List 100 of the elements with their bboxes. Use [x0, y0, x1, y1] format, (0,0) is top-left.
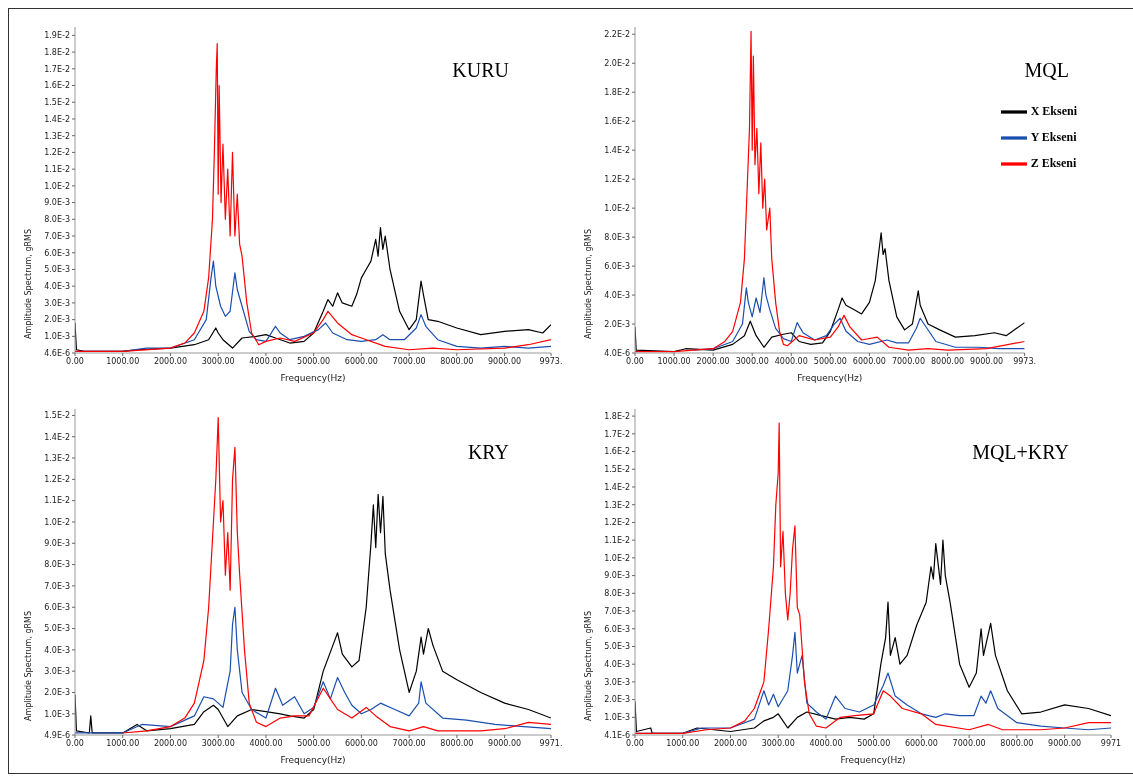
x-tick-label: 1000.00 — [657, 356, 691, 366]
y-tick-label: 9.0E-3 — [44, 539, 70, 549]
x-tick-label: 4000.00 — [249, 356, 283, 366]
y-tick-label: 8.0E-3 — [44, 215, 70, 225]
legend-label: Z Ekseni — [1030, 155, 1077, 170]
y-tick-label: 2.2E-2 — [604, 30, 630, 40]
y-tick-label: 1.1E-2 — [604, 535, 630, 545]
y-tick-label: 1.4E-2 — [44, 114, 70, 124]
y-tick-label: 1.1E-2 — [44, 164, 70, 174]
x-tick-label: 3000.00 — [201, 356, 235, 366]
x-tick-label: 5000.00 — [857, 738, 891, 748]
legend-label: X Ekseni — [1030, 103, 1077, 118]
y-tick-label: 6.0E-3 — [44, 603, 70, 613]
y-tick-label: 9.0E-3 — [44, 198, 70, 208]
y-tick-label: 8.0E-3 — [604, 232, 630, 242]
x-tick-label: 7000.00 — [392, 356, 426, 366]
x-tick-label: 2000.00 — [153, 356, 187, 366]
y-tick-label: 7.0E-3 — [604, 606, 630, 616]
x-tick-label: 5000.00 — [297, 738, 331, 748]
y-tick-label: 1.3E-2 — [44, 131, 70, 141]
y-tick-label: 5.0E-3 — [44, 265, 70, 275]
y-tick-label: 3.0E-3 — [44, 667, 70, 676]
x-tick-label: 6000.00 — [852, 356, 886, 366]
y-tick-label: 1.4E-2 — [44, 432, 70, 442]
x-tick-label: 2000.00 — [713, 738, 748, 748]
y-tick-label: 9.0E-3 — [604, 571, 630, 581]
y-tick-label: 8.0E-3 — [604, 589, 630, 599]
y-tick-label: 6.0E-3 — [604, 624, 630, 634]
x-tick-label: 0.00 — [66, 738, 84, 748]
y-tick-label: 3.0E-3 — [44, 298, 70, 308]
y-tick-label: 4.0E-6 — [604, 348, 630, 358]
x-tick-label: 0.00 — [66, 356, 84, 366]
text: KURU — [452, 59, 509, 82]
legend-label: Y Ekseni — [1030, 129, 1077, 144]
y-tick-label: 7.0E-3 — [44, 231, 70, 241]
y-tick-label: 4.6E-6 — [44, 348, 70, 358]
x-axis-title: Frequency(Hz) — [280, 755, 346, 765]
x-tick-label: 8000.00 — [440, 356, 474, 366]
y-tick-label: 8.0E-3 — [44, 560, 70, 570]
y-tick-label: 1.8E-2 — [604, 88, 630, 98]
y-tick-label: 1.0E-3 — [44, 332, 70, 342]
x-tick-label: 9971. — [539, 738, 563, 748]
x-tick-label: 6000.00 — [344, 356, 378, 366]
y-tick-label: 7.0E-3 — [44, 581, 70, 591]
y-axis-title: Amplitude Spectrum, gRMS — [24, 610, 33, 721]
y-tick-label: 1.6E-2 — [44, 81, 70, 91]
y-tick-label: 1.0E-2 — [604, 203, 630, 213]
y-tick-label: 1.0E-3 — [604, 713, 630, 723]
y-tick-label: 1.8E-2 — [44, 47, 70, 57]
x-tick-label: 3000.00 — [735, 356, 769, 366]
line-series — [122, 416, 551, 734]
x-tick-label: 7000.00 — [952, 738, 986, 748]
y-tick-label: 1.9E-2 — [44, 31, 70, 41]
x-tick-label: 5000.00 — [297, 356, 331, 366]
x-tick-label: 6000.00 — [904, 738, 938, 748]
x-tick-label: 8000.00 — [440, 738, 474, 748]
y-tick-label: 1.2E-2 — [604, 518, 630, 528]
line-series — [635, 30, 1025, 353]
y-tick-label: 4.0E-3 — [44, 645, 70, 655]
y-tick-label: 6.0E-3 — [604, 261, 630, 271]
y-tick-label: 5.0E-3 — [44, 624, 70, 634]
y-tick-label: 1.3E-2 — [44, 453, 70, 463]
y-tick-label: 1.2E-2 — [44, 475, 70, 485]
x-tick-label: 9973. — [539, 356, 563, 366]
x-tick-label: 1000.00 — [106, 356, 140, 366]
y-tick-label: 4.9E-6 — [44, 730, 70, 740]
y-tick-label: 4.0E-3 — [44, 282, 70, 292]
text: KRY — [467, 441, 509, 464]
y-tick-label: 1.5E-2 — [44, 98, 70, 108]
y-tick-label: 1.1E-2 — [44, 496, 70, 506]
y-tick-label: 1.0E-2 — [44, 181, 70, 191]
x-tick-label: 9000.00 — [488, 738, 522, 748]
x-tick-label: 9971 — [1100, 738, 1122, 748]
y-tick-label: 4.0E-3 — [604, 290, 630, 300]
x-tick-label: 9973. — [1013, 356, 1037, 366]
x-tick-label: 2000.00 — [696, 356, 730, 366]
x-axis-title: Frequency(Hz) — [280, 373, 346, 383]
y-tick-label: 1.4E-2 — [604, 146, 630, 156]
y-tick-label: 2.0E-3 — [604, 695, 630, 705]
x-tick-label: 9000.00 — [1048, 738, 1082, 748]
y-tick-label: 1.5E-2 — [604, 465, 630, 475]
x-tick-label: 4000.00 — [774, 356, 808, 366]
x-tick-label: 2000.00 — [153, 738, 188, 748]
y-tick-label: 1.8E-2 — [604, 411, 630, 421]
y-axis-title: Amplitude Spectrum, gRMS — [584, 228, 593, 339]
y-tick-label: 1.7E-2 — [604, 429, 630, 439]
y-tick-label: 1.4E-2 — [604, 482, 630, 492]
x-tick-label: 0.00 — [626, 356, 644, 366]
x-tick-label: 4000.00 — [249, 738, 283, 748]
x-tick-label: 8000.00 — [931, 356, 965, 366]
y-tick-label: 1.5E-2 — [44, 411, 70, 421]
x-tick-label: 7000.00 — [891, 356, 926, 366]
y-tick-label: 1.6E-2 — [604, 117, 630, 127]
x-tick-label: 1000.00 — [106, 738, 140, 748]
x-tick-label: 9000.00 — [970, 356, 1004, 366]
y-tick-label: 1.2E-2 — [604, 175, 630, 184]
y-tick-label: 2.0E-3 — [44, 315, 70, 325]
y-tick-label: 2.0E-2 — [604, 59, 630, 69]
x-tick-label: 5000.00 — [813, 356, 847, 366]
y-tick-label: 5.0E-3 — [604, 642, 630, 652]
